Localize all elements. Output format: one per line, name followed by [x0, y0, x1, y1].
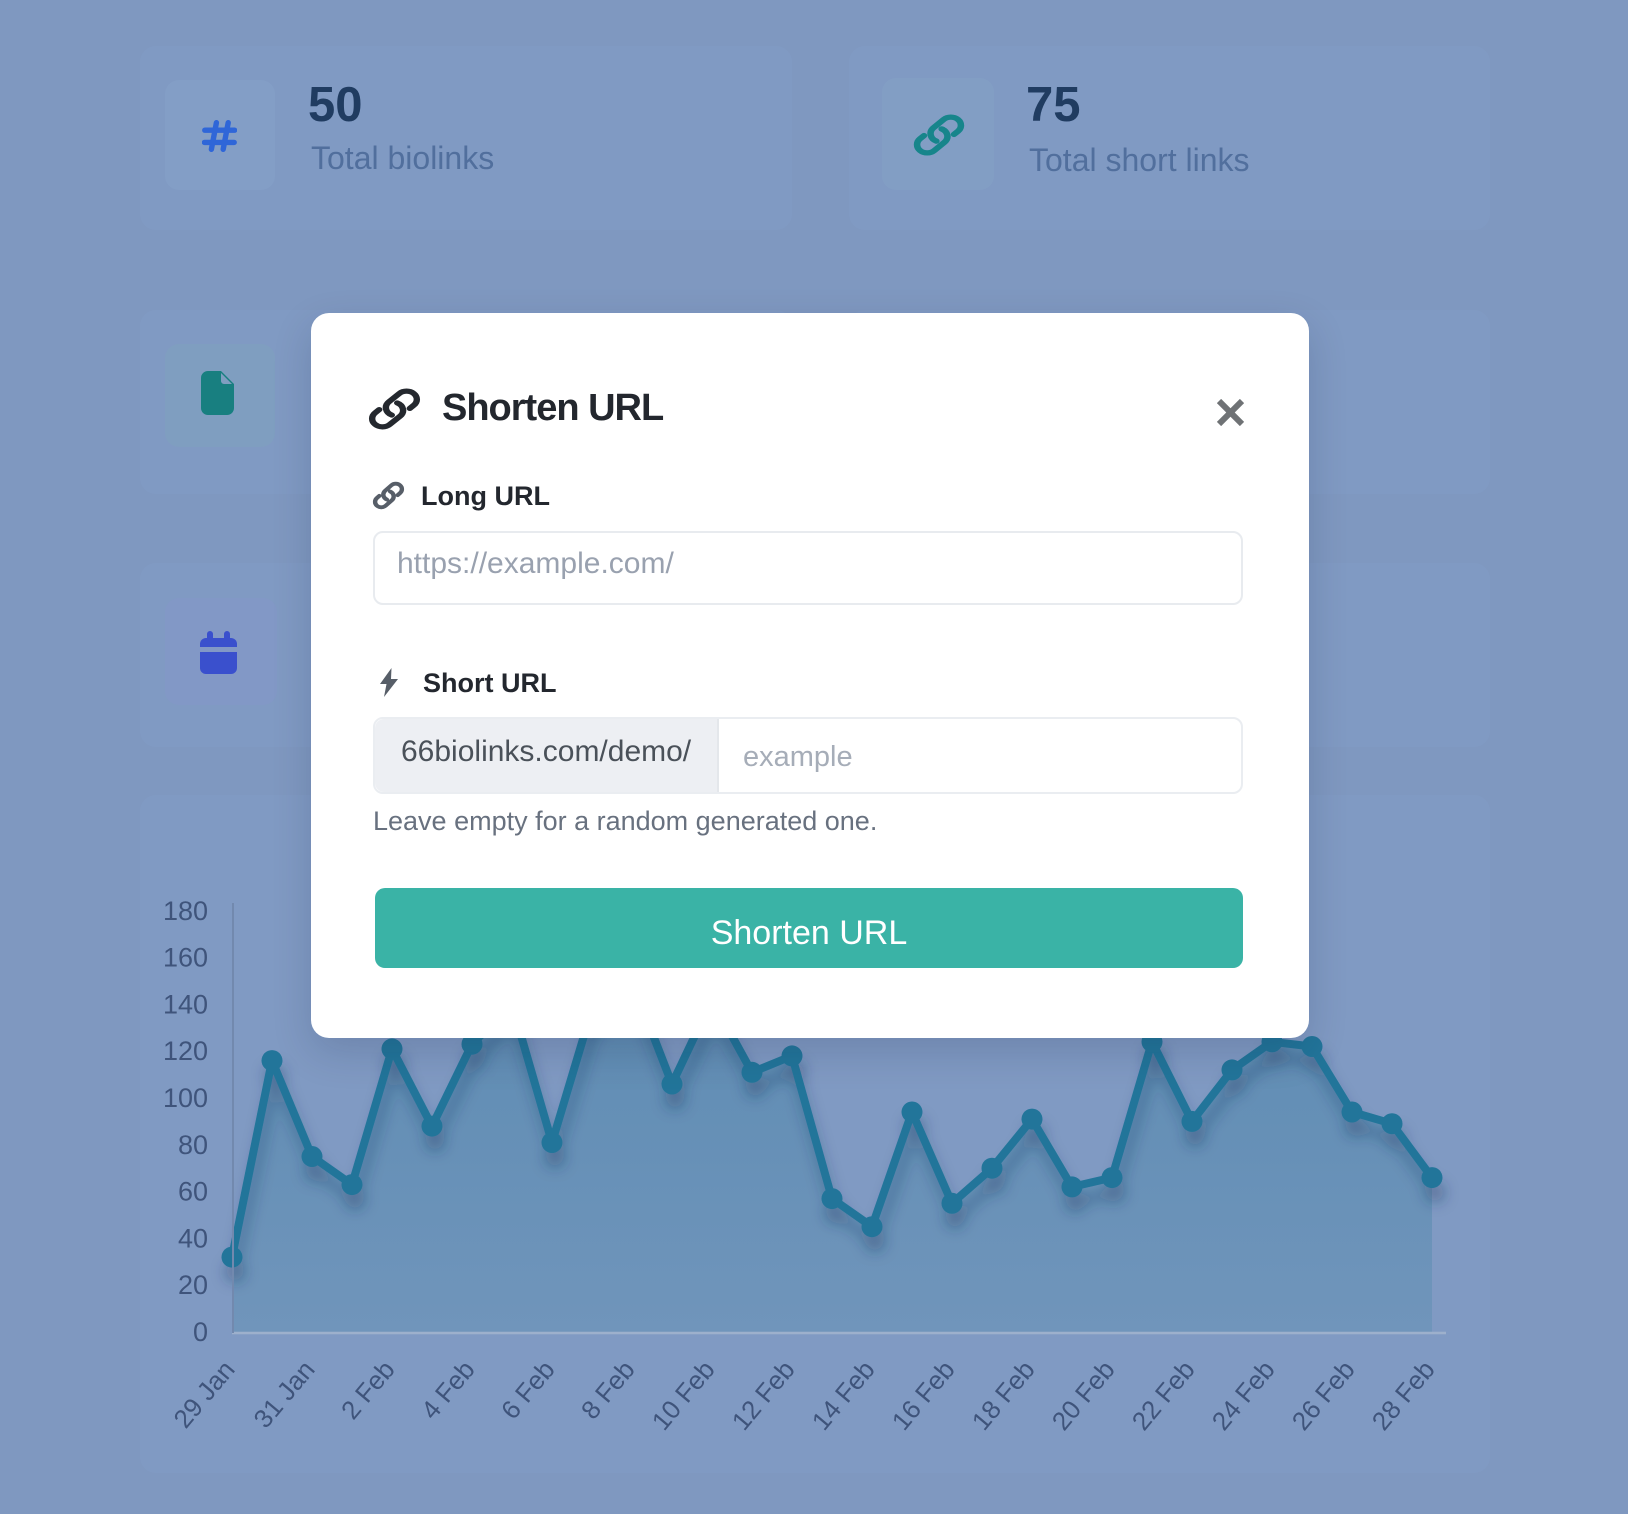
- svg-text:0: 0: [193, 1317, 208, 1347]
- svg-text:120: 120: [163, 1036, 208, 1066]
- svg-text:100: 100: [163, 1083, 208, 1113]
- svg-text:22 Feb: 22 Feb: [1126, 1355, 1201, 1436]
- svg-text:28 Feb: 28 Feb: [1366, 1355, 1441, 1436]
- svg-text:140: 140: [163, 989, 208, 1019]
- svg-text:180: 180: [163, 896, 208, 926]
- svg-text:10 Feb: 10 Feb: [646, 1355, 721, 1436]
- svg-text:12 Feb: 12 Feb: [726, 1355, 801, 1436]
- svg-text:20 Feb: 20 Feb: [1046, 1355, 1121, 1436]
- svg-text:4 Feb: 4 Feb: [415, 1355, 481, 1425]
- svg-text:16 Feb: 16 Feb: [886, 1355, 961, 1436]
- svg-text:29 Jan: 29 Jan: [167, 1355, 240, 1434]
- svg-text:80: 80: [178, 1130, 208, 1160]
- svg-text:31 Jan: 31 Jan: [247, 1355, 320, 1434]
- svg-text:8 Feb: 8 Feb: [575, 1355, 641, 1425]
- svg-text:6 Feb: 6 Feb: [495, 1355, 561, 1425]
- svg-text:2 Feb: 2 Feb: [335, 1355, 401, 1425]
- svg-text:20: 20: [178, 1270, 208, 1300]
- svg-text:40: 40: [178, 1223, 208, 1253]
- svg-text:24 Feb: 24 Feb: [1206, 1355, 1281, 1436]
- svg-text:160: 160: [163, 943, 208, 973]
- svg-text:60: 60: [178, 1177, 208, 1207]
- svg-text:14 Feb: 14 Feb: [806, 1355, 881, 1436]
- svg-text:18 Feb: 18 Feb: [966, 1355, 1041, 1436]
- svg-text:26 Feb: 26 Feb: [1286, 1355, 1361, 1436]
